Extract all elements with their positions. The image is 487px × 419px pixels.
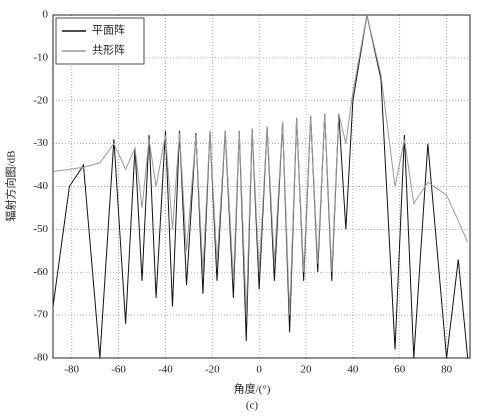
y-tick-label: -80 — [33, 352, 48, 364]
x-tick-label: 40 — [347, 364, 359, 376]
y-tick-label: -60 — [33, 266, 48, 278]
x-axis-label: 角度/(°) — [234, 382, 271, 396]
y-tick-label: -20 — [33, 94, 48, 106]
y-tick-label: -10 — [33, 51, 48, 63]
y-tick-label: -50 — [33, 223, 48, 235]
y-axis-label: 辐射方向图/dB — [4, 151, 18, 222]
series-line — [53, 15, 469, 316]
x-tick-label: -60 — [111, 364, 126, 376]
legend-label: 共形阵 — [92, 43, 125, 57]
plot-frame — [52, 14, 471, 359]
x-tick-label: -40 — [158, 364, 173, 376]
y-tick-label: 0 — [43, 9, 49, 21]
caption: (c) — [246, 400, 259, 412]
x-tick-label: 80 — [441, 364, 453, 376]
x-tick-label: 20 — [301, 364, 313, 376]
x-tick-label: -80 — [64, 364, 79, 376]
legend-box — [55, 17, 145, 65]
y-tick-label: -30 — [33, 137, 48, 149]
x-tick-label: 60 — [394, 364, 406, 376]
x-tick-label: -20 — [205, 364, 220, 376]
legend-label: 平面阵 — [92, 23, 125, 37]
y-tick-label: -70 — [33, 309, 48, 321]
x-tick-label: 0 — [256, 364, 262, 376]
y-tick-label: -40 — [33, 180, 48, 192]
